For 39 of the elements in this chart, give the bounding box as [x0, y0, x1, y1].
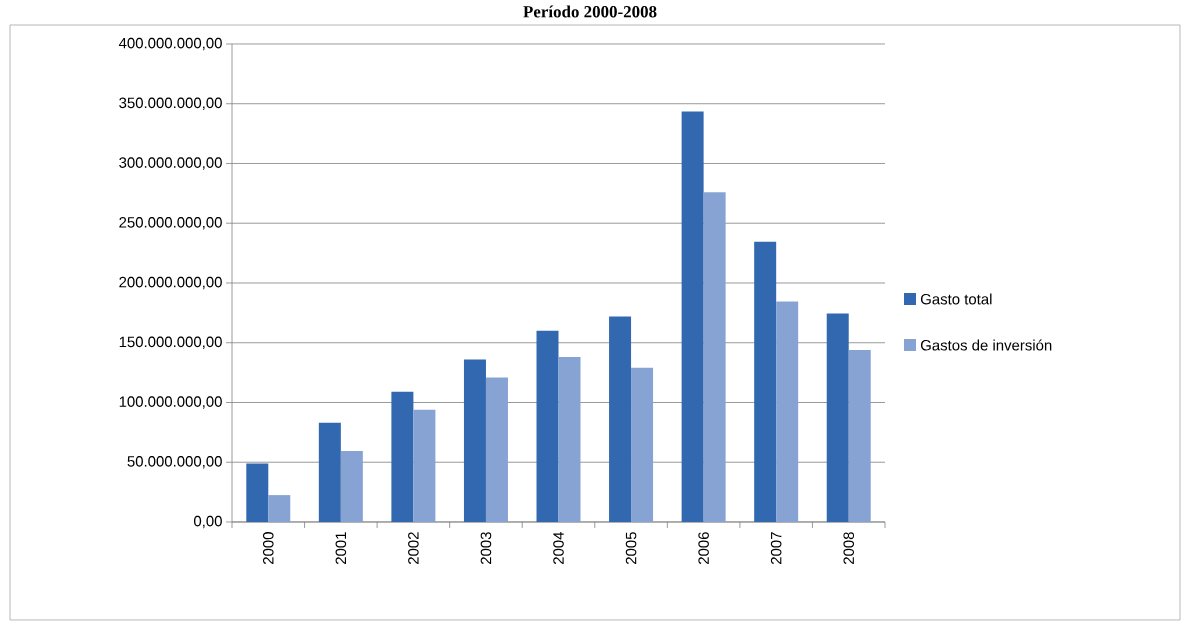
x-tick-label: 2006: [698, 532, 709, 564]
y-tick-label: 150.000.000,00: [119, 336, 222, 349]
y-tick-label: 200.000.000,00: [119, 276, 222, 290]
y-tick-label: 50.000.000,00: [127, 456, 222, 469]
legend-label: Gastos de inversión: [920, 339, 1052, 351]
bar: [463, 359, 486, 522]
x-tick-label: 2004: [553, 531, 564, 564]
y-tick-label: 0,00: [193, 515, 222, 529]
legend-label: Gasto total: [920, 293, 992, 305]
bar: [848, 349, 871, 522]
bar: [776, 301, 799, 522]
bar: [318, 422, 341, 522]
x-tick-label: 2000: [262, 532, 274, 564]
bar: [703, 192, 726, 522]
bar: [558, 357, 581, 522]
bar: [246, 463, 269, 522]
y-tick-label: 100.000.000,00: [119, 396, 222, 409]
bar: [681, 111, 704, 522]
chart-title: Período 2000-2008: [523, 5, 657, 18]
bar: [413, 409, 436, 522]
y-tick-label: 400.000.000,00: [118, 37, 222, 51]
y-tick-label: 300.000.000,00: [119, 157, 222, 170]
bar: [826, 313, 849, 522]
x-tick-label: 2002: [408, 532, 419, 564]
bar: [268, 495, 291, 522]
bar: [340, 450, 363, 522]
x-tick-label: 2005: [625, 532, 637, 564]
bar: [536, 330, 559, 522]
x-tick-label: 2003: [480, 532, 492, 564]
bar: [485, 377, 508, 522]
bar: [391, 391, 414, 522]
y-tick-label: 250.000.000,00: [119, 217, 222, 230]
x-tick-label: 2007: [770, 532, 782, 564]
bar: [609, 316, 632, 522]
x-tick-label: 2008: [843, 532, 855, 564]
y-tick-label: 350.000.000,00: [119, 97, 222, 110]
x-tick-label: 2001: [335, 532, 347, 564]
bar: [754, 241, 777, 522]
bar: [631, 367, 654, 522]
